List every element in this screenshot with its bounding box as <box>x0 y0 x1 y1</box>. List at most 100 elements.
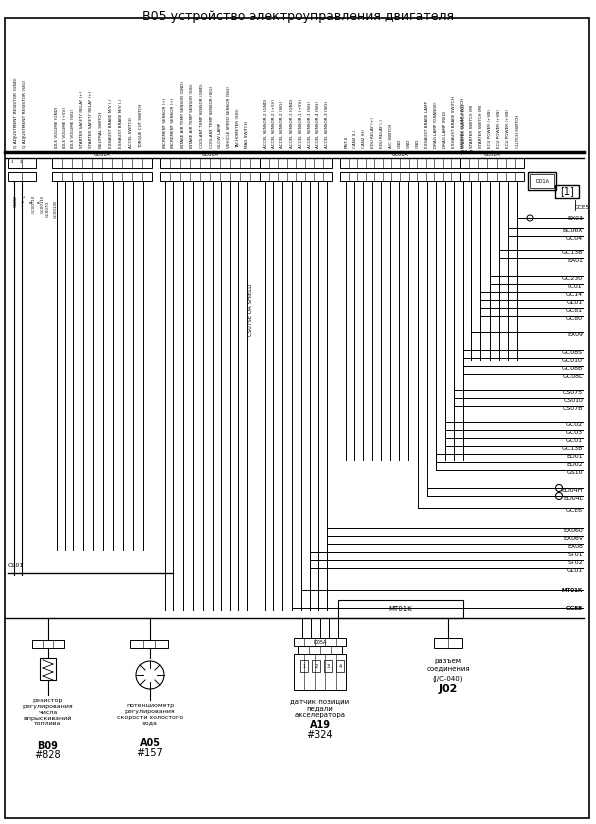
Text: MAG SWITCH: MAG SWITCH <box>245 121 249 148</box>
Text: ECU POWER (+VB): ECU POWER (+VB) <box>488 109 492 148</box>
Text: INTAKE AIR TEMP SENSOR (GND): INTAKE AIR TEMP SENSOR (GND) <box>181 81 185 148</box>
Text: IDLE VOLUME (+5V): IDLE VOLUME (+5V) <box>63 107 67 148</box>
Text: датчик позиции
педали
акселератора: датчик позиции педали акселератора <box>290 698 350 718</box>
Bar <box>260 172 332 181</box>
Text: A05: A05 <box>139 738 160 748</box>
Text: GC08L: GC08L <box>563 373 583 378</box>
Text: EXHAUST BRAKE M/V (-): EXHAUST BRAKE M/V (-) <box>109 99 113 148</box>
Text: STARTER SAFETY RELAY (+): STARTER SAFETY RELAY (+) <box>80 91 84 148</box>
Text: 3: 3 <box>327 663 330 668</box>
Text: GS10: GS10 <box>567 470 583 475</box>
Text: ACCEL SWITCH: ACCEL SWITCH <box>129 117 133 148</box>
Text: GC01A: GC01A <box>201 152 218 157</box>
Text: разъем
соединения: разъем соединения <box>426 658 470 671</box>
Text: BC06X: BC06X <box>563 227 583 232</box>
Text: DRAG LAMP (RED): DRAG LAMP (RED) <box>443 110 447 148</box>
Text: ACCEL SENSOR-1 (+5V): ACCEL SENSOR-1 (+5V) <box>299 99 303 148</box>
Text: ACCEL SENSOR-2 (SIG): ACCEL SENSOR-2 (SIG) <box>280 101 284 148</box>
Text: ECU POWER (+VB): ECU POWER (+VB) <box>506 109 510 148</box>
Text: CS07SE OR SHIELD: CS07SE OR SHIELD <box>247 283 253 336</box>
Text: CS07B: CS07B <box>563 405 583 410</box>
Text: EXHAUST BRAKE SWITCH: EXHAUST BRAKE SWITCH <box>452 96 456 148</box>
Text: 1: 1 <box>11 160 13 164</box>
Text: 1: 1 <box>302 663 306 668</box>
Text: ACCEL SENSOR-2 (GND): ACCEL SENSOR-2 (GND) <box>264 99 268 148</box>
Text: 2: 2 <box>20 160 22 164</box>
Bar <box>530 174 554 188</box>
Text: TACHOMETER (SIG): TACHOMETER (SIG) <box>236 109 240 148</box>
Text: B09: B09 <box>38 741 58 751</box>
Text: 2: 2 <box>315 663 318 668</box>
Text: GLOW LAMP: GLOW LAMP <box>218 123 222 148</box>
Text: GC02: GC02 <box>566 422 583 427</box>
Bar <box>338 600 463 618</box>
Text: STARTER SWITCH (M): STARTER SWITCH (M) <box>470 105 474 148</box>
Text: GC01A: GC01A <box>483 152 501 157</box>
Text: #324: #324 <box>307 730 333 740</box>
Text: MT01K: MT01K <box>562 588 583 592</box>
Text: MT01K: MT01K <box>562 588 583 592</box>
Bar <box>300 660 308 672</box>
Bar <box>528 172 556 190</box>
Bar <box>32 640 64 648</box>
Text: ACCEL SENSOR-2 (+5V): ACCEL SENSOR-2 (+5V) <box>272 99 276 148</box>
Text: CAN2 (L): CAN2 (L) <box>353 130 357 148</box>
Text: ACCEL SENSOR-1 (SIG): ACCEL SENSOR-1 (SIG) <box>308 101 312 148</box>
Text: EXHAUST BRAKE M/V (-): EXHAUST BRAKE M/V (-) <box>119 99 123 148</box>
Bar <box>555 185 579 198</box>
Text: GC00710: GC00710 <box>32 195 36 213</box>
Text: MUT-II: MUT-II <box>345 136 349 148</box>
Text: #157: #157 <box>136 748 163 758</box>
Text: GND: GND <box>407 138 411 148</box>
Text: GC00115: GC00115 <box>41 195 45 213</box>
Text: A/C SWITCH: A/C SWITCH <box>389 124 393 148</box>
Text: Q ADJUSTMENT RESISTOR (SIG): Q ADJUSTMENT RESISTOR (SIG) <box>23 80 27 148</box>
Text: GCE5: GCE5 <box>575 204 590 209</box>
Bar <box>294 638 346 646</box>
Text: GC08B: GC08B <box>562 366 583 371</box>
Bar <box>460 158 524 168</box>
Text: GC007G: GC007G <box>46 200 50 217</box>
Text: (J/C-040): (J/C-040) <box>433 675 463 681</box>
Text: GC13B: GC13B <box>561 446 583 451</box>
Text: ED04L: ED04L <box>563 495 583 500</box>
Text: COOLANT TEMP SENSOR (GND): COOLANT TEMP SENSOR (GND) <box>200 83 204 148</box>
Text: IDLE VOLUME (GND): IDLE VOLUME (GND) <box>55 106 59 148</box>
Text: INTAKE AIR TEMP SENSOR (SIG): INTAKE AIR TEMP SENSOR (SIG) <box>190 83 194 148</box>
Text: GND: GND <box>416 138 420 148</box>
Text: ACCEL SENSOR-3 (SIG): ACCEL SENSOR-3 (SIG) <box>325 101 329 148</box>
Text: ECU POWER (+VB): ECU POWER (+VB) <box>497 109 501 148</box>
Text: ST02: ST02 <box>567 559 583 564</box>
Text: 4: 4 <box>339 663 342 668</box>
Text: INCREMENT SENSOR (+): INCREMENT SENSOR (+) <box>163 97 167 148</box>
Text: Q ADJUSTMENT RESISTOR (GND): Q ADJUSTMENT RESISTOR (GND) <box>14 77 18 148</box>
Text: ACCEL SENSOR-4 (SIG): ACCEL SENSOR-4 (SIG) <box>316 101 320 148</box>
Text: STARTER SWITCH (IG): STARTER SWITCH (IG) <box>462 104 466 148</box>
Text: TORQUE CUT SWITCH: TORQUE CUT SWITCH <box>139 104 143 148</box>
Text: GC01A: GC01A <box>94 152 110 157</box>
Text: EX03: EX03 <box>567 216 583 221</box>
Text: GC13B: GC13B <box>561 250 583 255</box>
Text: JEA-B: JEA-B <box>460 150 473 155</box>
Bar <box>298 646 342 654</box>
Text: DRAG LAMP (ORANGE): DRAG LAMP (ORANGE) <box>434 101 438 148</box>
Bar <box>52 172 152 181</box>
Bar <box>340 158 460 168</box>
Text: GC01: GC01 <box>566 438 583 442</box>
Text: ST01: ST01 <box>567 551 583 556</box>
Text: GND: GND <box>398 138 402 148</box>
Text: потенциометр
регулирования
скорости холостого
хода: потенциометр регулирования скорости холо… <box>117 703 183 725</box>
Text: GC03: GC03 <box>566 429 583 434</box>
Text: GC01A: GC01A <box>392 152 408 157</box>
Text: GW: GW <box>14 195 18 202</box>
Text: [1]: [1] <box>560 186 574 196</box>
Text: GL01: GL01 <box>567 299 583 305</box>
Text: GC00135: GC00135 <box>54 200 58 218</box>
Text: L: L <box>22 200 26 202</box>
Bar <box>52 158 152 168</box>
Bar <box>434 638 462 648</box>
Text: R: R <box>38 200 42 203</box>
Text: B05 устройство электроуправления двигателя: B05 устройство электроуправления двигате… <box>142 10 454 23</box>
Text: EDU RELAY (-): EDU RELAY (-) <box>380 119 384 148</box>
Text: B: B <box>30 200 34 203</box>
